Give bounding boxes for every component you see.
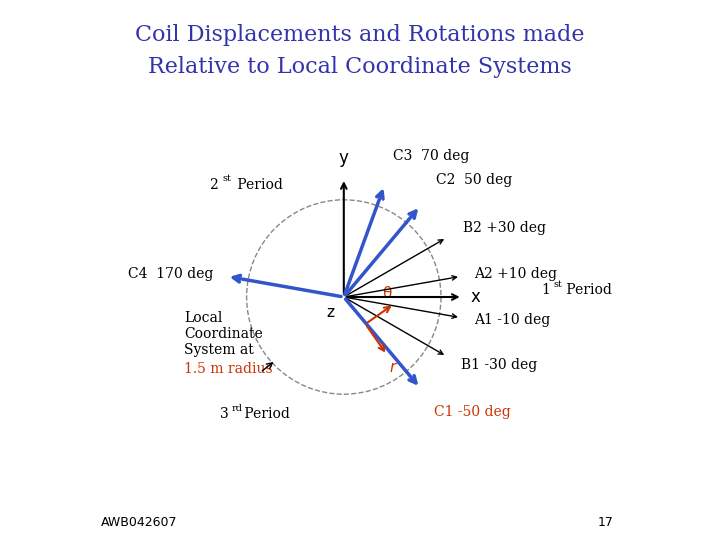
- Text: Period: Period: [240, 408, 290, 422]
- Text: C4  170 deg: C4 170 deg: [128, 267, 214, 281]
- Text: 1.5 m radius: 1.5 m radius: [184, 362, 273, 376]
- Text: 17: 17: [598, 516, 613, 529]
- Text: 3: 3: [220, 408, 228, 422]
- Text: AWB042607: AWB042607: [101, 516, 177, 529]
- Text: 1: 1: [541, 284, 550, 298]
- Text: Coil Displacements and Rotations made: Coil Displacements and Rotations made: [135, 24, 585, 46]
- Text: A2 +10 deg: A2 +10 deg: [474, 267, 557, 281]
- Text: θ: θ: [382, 286, 392, 301]
- Text: Relative to Local Coordinate Systems: Relative to Local Coordinate Systems: [148, 57, 572, 78]
- Text: C3  70 deg: C3 70 deg: [392, 148, 469, 163]
- Text: 2: 2: [209, 178, 217, 192]
- Text: Period: Period: [562, 284, 613, 298]
- Text: A1 -10 deg: A1 -10 deg: [474, 313, 550, 327]
- Text: C1 -50 deg: C1 -50 deg: [434, 404, 510, 418]
- Text: Period: Period: [233, 178, 283, 192]
- Text: z: z: [326, 305, 334, 320]
- Text: st: st: [553, 280, 562, 289]
- Text: y: y: [339, 150, 348, 167]
- Text: Local
Coordinate
System at: Local Coordinate System at: [184, 310, 264, 357]
- Text: r: r: [390, 360, 396, 375]
- Text: C2  50 deg: C2 50 deg: [436, 173, 512, 187]
- Text: rd: rd: [232, 404, 243, 414]
- Text: B2 +30 deg: B2 +30 deg: [463, 221, 546, 235]
- Text: st: st: [222, 174, 231, 183]
- Text: x: x: [471, 288, 480, 306]
- Text: B1 -30 deg: B1 -30 deg: [461, 357, 537, 372]
